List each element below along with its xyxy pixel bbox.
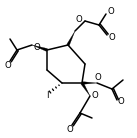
Text: O: O <box>92 91 98 100</box>
Text: O: O <box>95 72 101 82</box>
Polygon shape <box>82 82 97 84</box>
Text: O: O <box>34 43 40 52</box>
Text: O: O <box>5 60 11 70</box>
Polygon shape <box>81 82 90 96</box>
Text: O: O <box>108 6 114 15</box>
Polygon shape <box>67 31 75 46</box>
Polygon shape <box>32 45 48 51</box>
Text: O: O <box>109 33 115 42</box>
Text: O: O <box>67 124 73 133</box>
Text: O: O <box>118 98 124 107</box>
Text: O: O <box>76 14 82 23</box>
Text: I: I <box>46 91 48 99</box>
